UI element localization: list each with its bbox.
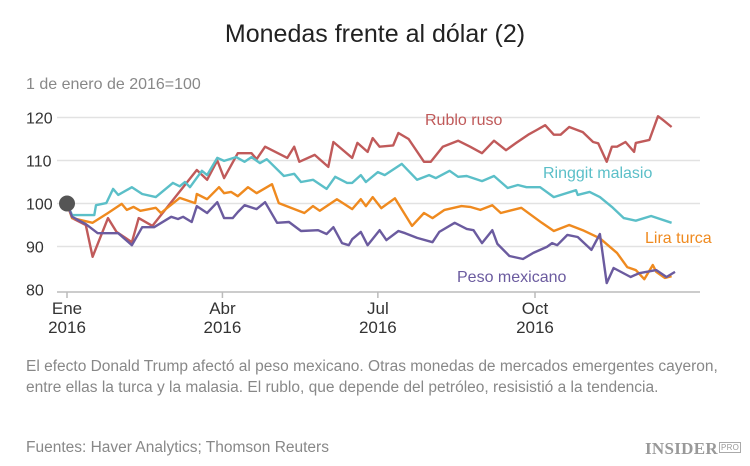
x-tick-label: Abr: [209, 299, 236, 318]
y-tick-label: 100: [26, 197, 53, 214]
chart-title: Monedas frente al dólar (2): [224, 20, 526, 48]
series-line-lira-turca: [65, 183, 672, 281]
x-tick-year: 2016: [359, 318, 397, 337]
x-tick-label: Ene: [52, 299, 82, 318]
x-tick-year: 2016: [48, 318, 86, 337]
x-tick-label: Jul: [367, 299, 389, 318]
series-label: Peso mexicano: [457, 269, 566, 286]
series-label: Lira turca: [645, 230, 712, 247]
logo-text: INSIDER: [645, 439, 718, 458]
series-line-ringgit-malasio: [65, 155, 672, 224]
x-tick-year: 2016: [516, 318, 554, 337]
chart-source: Fuentes: Haver Analytics; Thomson Reuter…: [26, 439, 329, 456]
x-tick-label: Oct: [522, 299, 549, 318]
chart-caption: El efecto Donald Trump afectó al peso me…: [26, 358, 718, 396]
y-tick-label: 110: [26, 154, 52, 171]
y-tick-label: 80: [26, 283, 44, 300]
x-tick-year: 2016: [204, 318, 242, 337]
chart-subtitle: 1 de enero de 2016=100: [26, 76, 201, 93]
insider-pro-logo: INSIDER PRO: [645, 439, 742, 459]
y-tick-label: 120: [26, 111, 53, 128]
y-tick-label: 90: [26, 240, 44, 257]
series-label: Rublo ruso: [425, 112, 502, 129]
series-line-rublo-ruso: [65, 115, 673, 258]
base-point-marker: [59, 195, 75, 212]
logo-badge: PRO: [718, 442, 742, 453]
series-label: Ringgit malasio: [543, 165, 652, 182]
line-chart: 8090100110120Ene2016Abr2016Jul2016Oct201…: [26, 111, 712, 338]
series-line-peso-mexicano: [65, 201, 676, 285]
